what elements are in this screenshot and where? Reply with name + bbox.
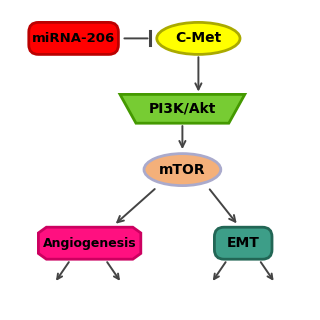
Text: miRNA-206: miRNA-206: [32, 32, 115, 45]
FancyBboxPatch shape: [214, 227, 272, 259]
Text: Angiogenesis: Angiogenesis: [43, 237, 136, 250]
Text: EMT: EMT: [227, 236, 260, 250]
Text: C-Met: C-Met: [175, 31, 221, 45]
Text: mTOR: mTOR: [159, 163, 206, 177]
Text: PI3K/Akt: PI3K/Akt: [149, 102, 216, 116]
Ellipse shape: [144, 154, 221, 186]
FancyBboxPatch shape: [29, 22, 118, 54]
Polygon shape: [38, 227, 141, 259]
Polygon shape: [120, 94, 245, 123]
Ellipse shape: [157, 22, 240, 54]
